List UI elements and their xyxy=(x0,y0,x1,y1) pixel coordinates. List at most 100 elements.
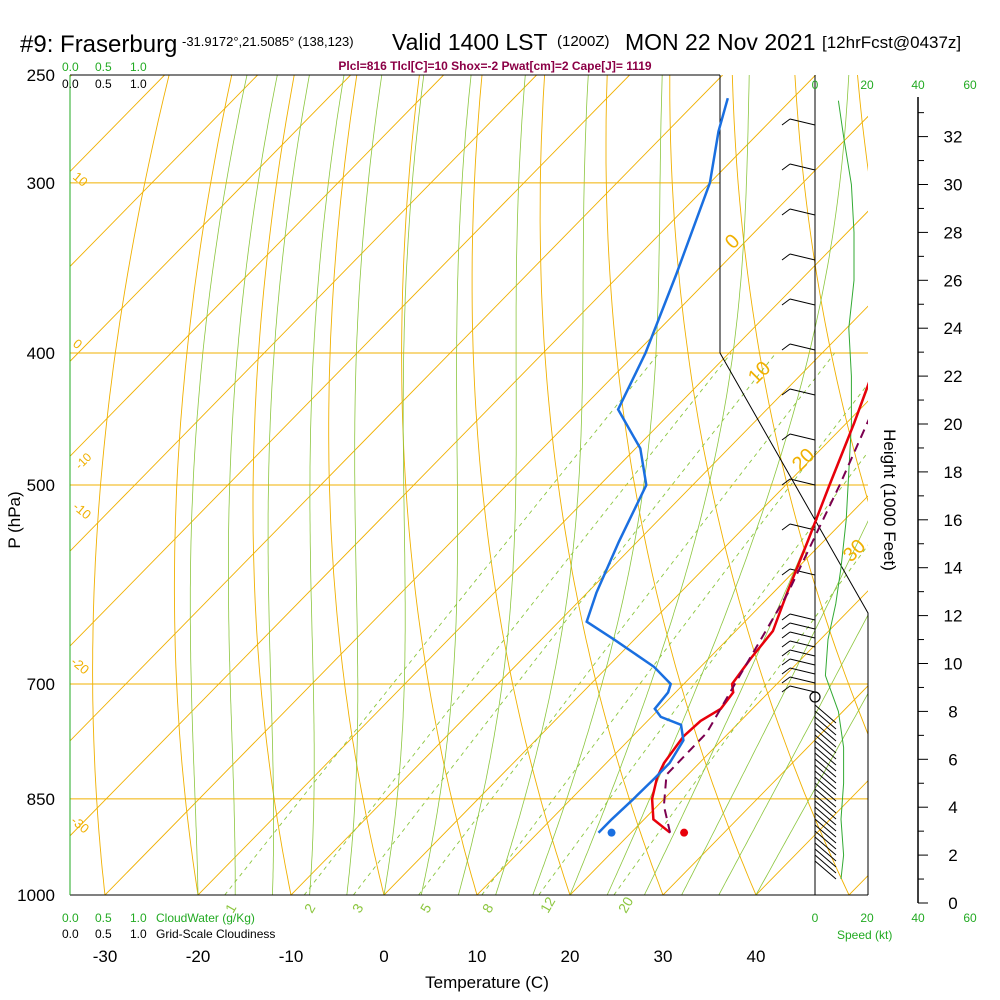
height-tick-label: 4 xyxy=(948,798,957,817)
wind-barb xyxy=(814,746,837,766)
wind-barb-flag xyxy=(781,163,791,171)
dry-adiabat-line xyxy=(794,75,868,503)
sounding-series xyxy=(585,97,868,837)
surface-dewpoint-dot xyxy=(607,828,616,837)
temperature-tick-label: -10 xyxy=(279,947,304,966)
height-tick-label: 2 xyxy=(948,846,957,865)
wind-barb-flag xyxy=(781,568,791,576)
wind-barb xyxy=(814,806,837,826)
cloudwater-tick: 0.0 xyxy=(62,911,79,925)
speed-axis-bottom: 0 20 40 60 xyxy=(812,911,977,925)
moist-adiabat-line xyxy=(420,75,472,895)
mixing-ratio-label: 3 xyxy=(349,901,367,916)
speed-tick-top: 20 xyxy=(860,78,874,92)
cloudiness-tick: 0.5 xyxy=(95,77,112,91)
wind-barb xyxy=(814,722,837,742)
dry-adiabat-line xyxy=(92,75,170,895)
dry-adiabat-line xyxy=(857,75,868,172)
height-tick-label: 20 xyxy=(944,415,963,434)
pressure-axis: 250 300 400 500 700 850 1000 xyxy=(17,66,55,905)
moist-adiabat-line xyxy=(606,75,850,895)
dry-adiabat-line xyxy=(539,75,664,895)
wind-barb xyxy=(814,704,837,724)
wind-barb xyxy=(789,388,816,396)
wind-barb-flag xyxy=(781,343,791,351)
wind-barb xyxy=(814,788,837,808)
height-tick-label: 18 xyxy=(944,463,963,482)
wind-barb-flag xyxy=(781,622,791,630)
wind-barb-flag xyxy=(781,478,791,486)
height-tick-label: 26 xyxy=(944,271,963,290)
wind-barb xyxy=(789,667,816,675)
temperature-axis: -30 -20 -10 0 10 20 30 40 xyxy=(93,947,766,966)
temperature-axis-label: Temperature (C) xyxy=(425,973,549,992)
dry-adiabat-line xyxy=(605,75,757,895)
speed-tick-bottom: 20 xyxy=(860,911,874,925)
temperature-tick-label: 30 xyxy=(654,947,673,966)
wind-barb xyxy=(814,752,837,772)
wind-speed-profile xyxy=(809,100,855,880)
wind-barb xyxy=(814,782,837,802)
wind-barb xyxy=(814,800,837,820)
mixing-ratio-label: 12 xyxy=(537,894,559,916)
dry-adiabat-label: 0 xyxy=(70,336,85,352)
wind-barb xyxy=(814,740,837,760)
sounding-parameters: Plcl=816 Tlcl[C]=10 Shox=-2 Pwat[cm]=2 C… xyxy=(338,59,651,73)
wind-barb-flag xyxy=(781,640,791,648)
moist-adiabat-line xyxy=(532,75,663,895)
height-tick-label: 10 xyxy=(944,655,963,674)
wind-barb xyxy=(814,848,837,868)
speed-axis-top: 0 20 40 60 xyxy=(812,78,977,92)
wind-barb xyxy=(814,830,837,850)
moist-adiabat-line xyxy=(495,75,589,895)
pressure-tick-label: 500 xyxy=(27,476,55,495)
wind-barb xyxy=(789,118,816,126)
wind-barb xyxy=(814,836,837,856)
wind-barb xyxy=(789,568,816,576)
wind-barbs xyxy=(781,118,837,880)
wind-barb xyxy=(789,613,816,621)
plot-right-border xyxy=(719,75,869,895)
dry-adiabat-line xyxy=(252,75,295,895)
speed-tick-bottom: 0 xyxy=(812,911,819,925)
wind-barb xyxy=(814,824,837,844)
moist-adiabat-line xyxy=(718,614,868,895)
wind-barb-flag xyxy=(781,631,791,639)
wind-barb xyxy=(814,794,837,814)
dry-adiabat-line xyxy=(401,75,478,895)
moist-adiabat-line xyxy=(644,386,868,895)
temperature-tick-label: 20 xyxy=(561,947,580,966)
height-tick-label: 12 xyxy=(944,607,963,626)
mixing-ratio-label: 8 xyxy=(479,901,497,916)
wind-barb xyxy=(789,649,816,657)
mixing-ratio-line xyxy=(353,352,777,895)
isotherm-line xyxy=(70,75,351,362)
wind-barb xyxy=(814,728,837,748)
wind-barb xyxy=(789,676,816,684)
wind-barb xyxy=(814,716,837,736)
cloudiness-tick: 0.0 xyxy=(62,77,79,91)
station-title: #9: Fraserburg xyxy=(20,31,177,58)
isotherm-label: -10 xyxy=(72,450,94,472)
cloudwater-tick: 0.5 xyxy=(95,911,112,925)
moist-adiabat-line xyxy=(569,75,750,895)
wind-barb xyxy=(789,640,816,648)
speed-label: Speed (kt) xyxy=(837,928,892,942)
wind-barb xyxy=(814,734,837,754)
wind-barb-flag xyxy=(781,523,791,531)
wind-barb-flag xyxy=(781,208,791,216)
wind-barb xyxy=(789,163,816,171)
dry-adiabat-label: -10 xyxy=(70,499,94,523)
wind-barb xyxy=(789,631,816,639)
wind-barb xyxy=(814,758,837,778)
forecast-info: [12hrFcst@0437z] xyxy=(822,33,961,52)
height-tick-label: 8 xyxy=(948,702,957,721)
dry-adiabat-line xyxy=(731,75,868,736)
wind-barb xyxy=(789,253,816,261)
height-tick-label: 14 xyxy=(944,559,963,578)
wind-barb-flag xyxy=(781,298,791,306)
speed-tick-top: 60 xyxy=(963,78,977,92)
moist-adiabat-line xyxy=(346,75,383,895)
speed-tick-top: 40 xyxy=(911,78,925,92)
